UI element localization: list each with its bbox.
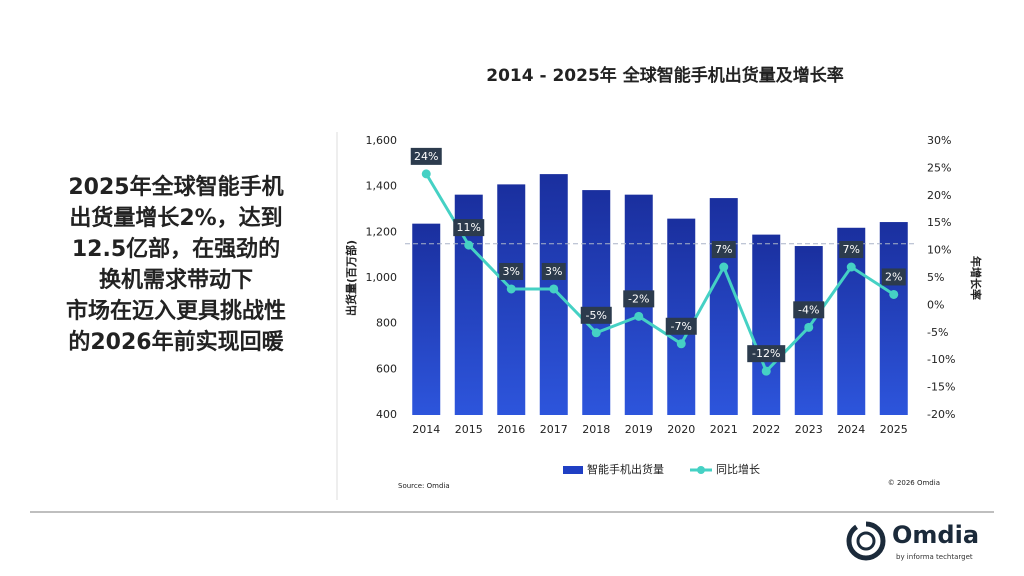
growth-point: [506, 284, 516, 294]
y2-tick-label: -10%: [927, 353, 955, 366]
x-tick-label: 2022: [752, 423, 780, 436]
value-label: 7%: [715, 243, 732, 256]
value-label-box: [499, 262, 524, 280]
y2-tick-label: 5%: [927, 271, 944, 284]
value-label-box: [665, 317, 697, 335]
value-label-box: [541, 262, 566, 280]
growth-point: [889, 289, 899, 299]
value-label: 24%: [414, 150, 438, 163]
y-tick-label: 600: [376, 362, 397, 375]
x-tick-label: 2014: [412, 423, 440, 436]
legend-label: 智能手机出货量: [587, 462, 664, 476]
value-label: -4%: [798, 303, 819, 316]
y2-tick-label: -15%: [927, 381, 955, 394]
bar: [539, 174, 568, 415]
growth-point: [676, 339, 686, 349]
y-tick-label: 800: [376, 317, 397, 330]
legend-label: 同比增长: [716, 462, 760, 476]
bar: [752, 234, 781, 415]
y2-tick-label: 15%: [927, 216, 951, 229]
x-tick-label: 2018: [582, 423, 610, 436]
value-label-box: [580, 306, 612, 324]
x-tick-label: 2024: [837, 423, 865, 436]
growth-point: [421, 169, 431, 179]
bar: [709, 198, 738, 415]
x-tick-label: 2023: [795, 423, 823, 436]
growth-line: [424, 173, 895, 374]
copyright: © 2026 Omdia: [888, 479, 940, 487]
y2-tick-label: 20%: [927, 189, 951, 202]
value-label: 7%: [843, 243, 860, 256]
y-tick-label: 1,000: [366, 271, 398, 284]
headline: 市场在迈入更具挑战性: [66, 298, 286, 324]
legend-swatch: [697, 466, 705, 474]
value-label: 2%: [885, 270, 902, 283]
bar: [837, 227, 866, 415]
bar: [497, 184, 526, 415]
headline: 换机需求带动下: [99, 267, 253, 293]
growth-point: [634, 311, 644, 321]
logo: Omdia by informa techtarget: [846, 521, 979, 561]
x-tick-label: 2020: [667, 423, 695, 436]
y-tick-label: 1,600: [366, 134, 398, 147]
value-label-box: [793, 301, 825, 319]
bar: [667, 218, 696, 415]
y-axis-label: 出货量(百万部): [344, 240, 358, 316]
y2-axis-label: 年增长率: [969, 256, 983, 300]
x-tick-label: 2015: [455, 423, 483, 436]
x-tick-label: 2017: [540, 423, 568, 436]
growth-point: [549, 284, 559, 294]
x-tick-label: 2025: [880, 423, 908, 436]
growth-point: [464, 240, 474, 250]
headline: 的2026年前实现回暖: [68, 329, 284, 355]
value-label-box: [453, 219, 485, 237]
y2-tick-label: -20%: [927, 408, 955, 421]
chart-title: 2014 - 2025年 全球智能手机出货量及增长率: [486, 65, 843, 86]
value-label: -5%: [586, 309, 607, 322]
growth-point: [846, 262, 856, 272]
headline: 2025年全球智能手机: [68, 174, 283, 200]
value-label: -12%: [752, 347, 780, 360]
source: Source: Omdia: [398, 482, 450, 490]
x-tick-label: 2016: [497, 423, 525, 436]
logo-icon: [846, 521, 886, 561]
y-tick-label: 1,200: [366, 225, 398, 238]
y-tick-label: 400: [376, 408, 397, 421]
value-label: -7%: [671, 320, 692, 333]
y2-tick-label: 30%: [927, 134, 951, 147]
logo-text: Omdia: [892, 521, 979, 549]
value-label-box: [623, 290, 655, 308]
value-label: -2%: [628, 292, 649, 305]
y-tick-label: 1,400: [366, 180, 398, 193]
value-label: 11%: [457, 221, 481, 234]
growth-point: [591, 328, 601, 338]
y2-tick-label: 0%: [927, 298, 944, 311]
logo-icon: [856, 531, 876, 551]
bar: [879, 222, 908, 415]
bar: [412, 223, 441, 415]
x-tick-label: 2019: [625, 423, 653, 436]
y2-tick-label: 25%: [927, 161, 951, 174]
value-label-box: [711, 241, 736, 259]
value-label-box: [881, 268, 906, 286]
value-label-box: [747, 345, 786, 363]
headline: 12.5亿部，在强劲的: [72, 236, 280, 262]
logo-sub: by informa techtarget: [896, 553, 973, 561]
y2-tick-label: -5%: [927, 326, 948, 339]
growth-point: [761, 366, 771, 376]
legend-swatch: [563, 466, 583, 474]
x-tick-label: 2021: [710, 423, 738, 436]
value-label-box: [410, 147, 442, 165]
headline: 出货量增长2%，达到: [69, 205, 282, 231]
bar: [582, 190, 611, 415]
growth-point: [719, 262, 729, 272]
value-label: 3%: [503, 265, 520, 278]
growth-point: [804, 322, 814, 332]
value-label: 3%: [545, 265, 562, 278]
value-label-box: [839, 241, 864, 259]
y2-tick-label: 10%: [927, 244, 951, 257]
